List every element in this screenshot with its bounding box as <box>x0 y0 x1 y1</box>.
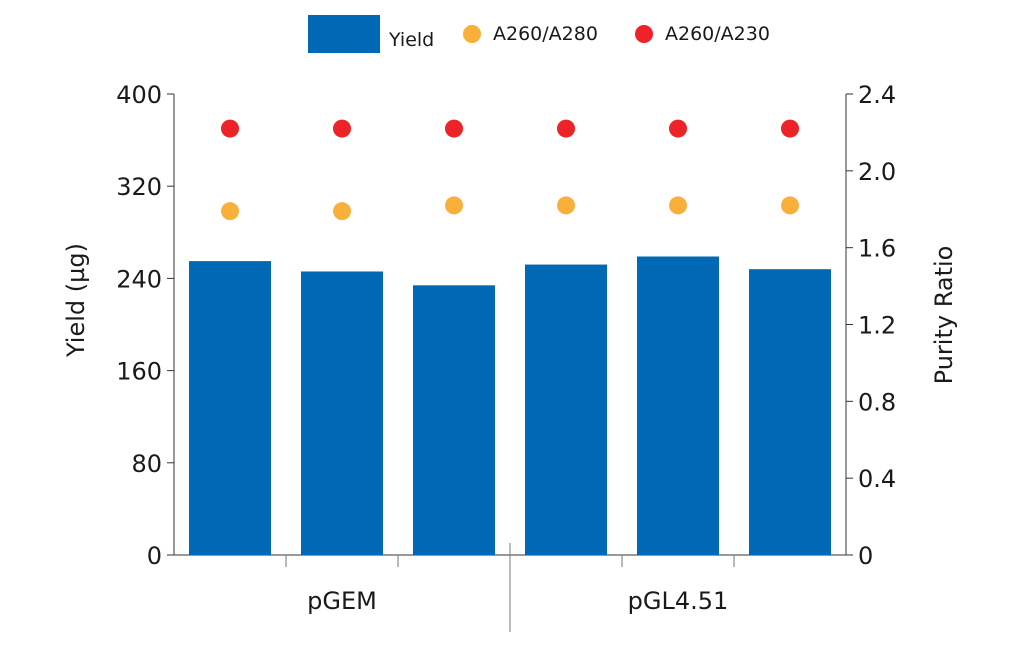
point-a260-a280 <box>669 196 687 215</box>
legend: Yield A260/A280 A260/A230 <box>308 15 770 53</box>
bar-yield <box>525 264 607 555</box>
point-a260-a230 <box>781 119 799 138</box>
bar-yield <box>413 285 495 555</box>
left-tick-label: 0 <box>147 542 162 570</box>
right-tick-label: 1.6 <box>858 235 896 263</box>
point-a260-a280 <box>781 196 799 215</box>
legend-swatch-yield <box>308 15 380 53</box>
point-a260-a230 <box>669 119 687 138</box>
group-label: pGL4.51 <box>628 587 729 615</box>
axes: 0 80 160 240 320 400 0 0.4 0.8 1.2 1.6 2.0 2.4 Yield … <box>62 81 958 632</box>
legend-swatch-a260-a230 <box>635 25 653 43</box>
bar-yield <box>637 256 719 555</box>
left-tick-label: 160 <box>116 358 162 386</box>
y2-axis-title: Purity Ratio <box>930 246 958 385</box>
left-tick-label: 400 <box>116 81 162 109</box>
left-tick-label: 240 <box>116 265 162 293</box>
point-a260-a280 <box>221 202 239 221</box>
legend-label-a260-a230: A260/A230 <box>665 23 770 45</box>
point-a260-a280 <box>333 202 351 221</box>
right-tick-label: 0 <box>858 542 873 570</box>
right-tick-label: 0.8 <box>858 388 896 416</box>
legend-swatch-a260-a280 <box>463 25 481 43</box>
point-a260-a230 <box>333 119 351 138</box>
point-a260-a230 <box>557 119 575 138</box>
point-a260-a230 <box>445 119 463 138</box>
y-axis-title: Yield (µg) <box>62 243 90 358</box>
point-a260-a280 <box>445 196 463 215</box>
legend-label-a260-a280: A260/A280 <box>493 23 598 45</box>
left-tick-label: 320 <box>116 173 162 201</box>
right-tick-label: 0.4 <box>858 465 896 493</box>
right-tick-label: 1.2 <box>858 312 896 340</box>
left-tick-label: 80 <box>131 450 162 478</box>
bars <box>189 256 831 555</box>
group-label: pGEM <box>307 587 377 615</box>
bar-yield <box>301 271 383 555</box>
legend-label-yield: Yield <box>388 29 434 51</box>
bar-yield <box>749 269 831 555</box>
point-a260-a280 <box>557 196 575 215</box>
right-tick-label: 2.0 <box>858 158 896 186</box>
point-a260-a230 <box>221 119 239 138</box>
bar-yield <box>189 261 271 555</box>
points <box>221 119 799 221</box>
right-tick-label: 2.4 <box>858 81 896 109</box>
